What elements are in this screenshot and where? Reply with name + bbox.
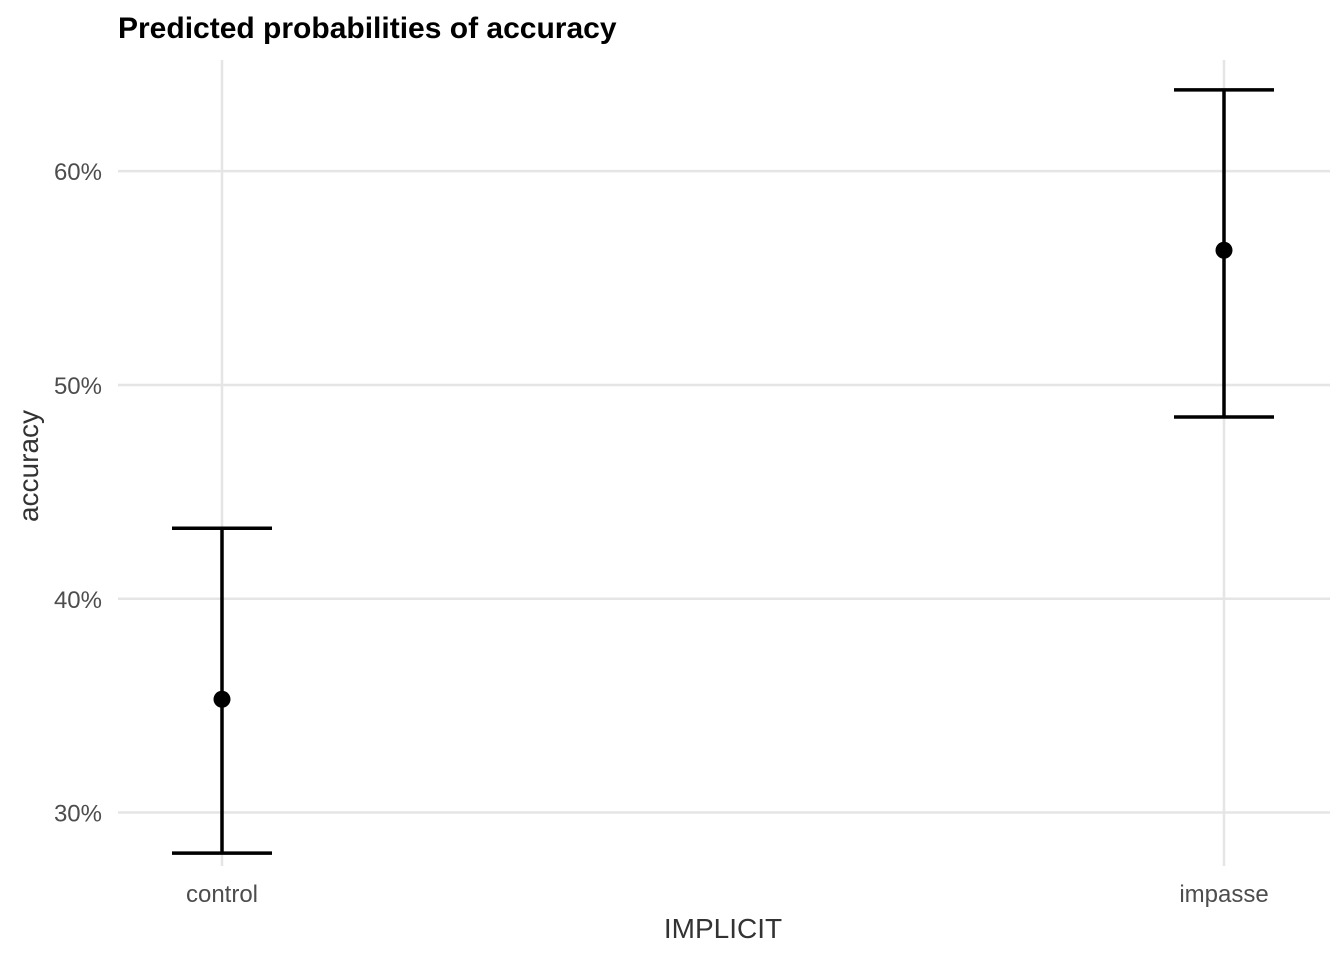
data-point-impasse: [1215, 241, 1233, 259]
x-tick-label: impasse: [1179, 881, 1268, 908]
y-tick-label: 30%: [54, 801, 102, 828]
y-tick-label: 60%: [54, 159, 102, 186]
chart-title: Predicted probabilities of accuracy: [118, 12, 617, 45]
marks-layer: [172, 88, 1274, 855]
x-tick-label: control: [186, 881, 258, 908]
tick-layer: 30% 40% 50% 60% control impasse: [54, 159, 1269, 908]
data-point-control: [213, 690, 231, 708]
grid-layer: [118, 60, 1330, 866]
y-axis-title: accuracy: [13, 410, 44, 522]
y-tick-label: 50%: [54, 373, 102, 400]
x-axis-title: IMPLICIT: [664, 913, 782, 944]
y-tick-label: 40%: [54, 587, 102, 614]
